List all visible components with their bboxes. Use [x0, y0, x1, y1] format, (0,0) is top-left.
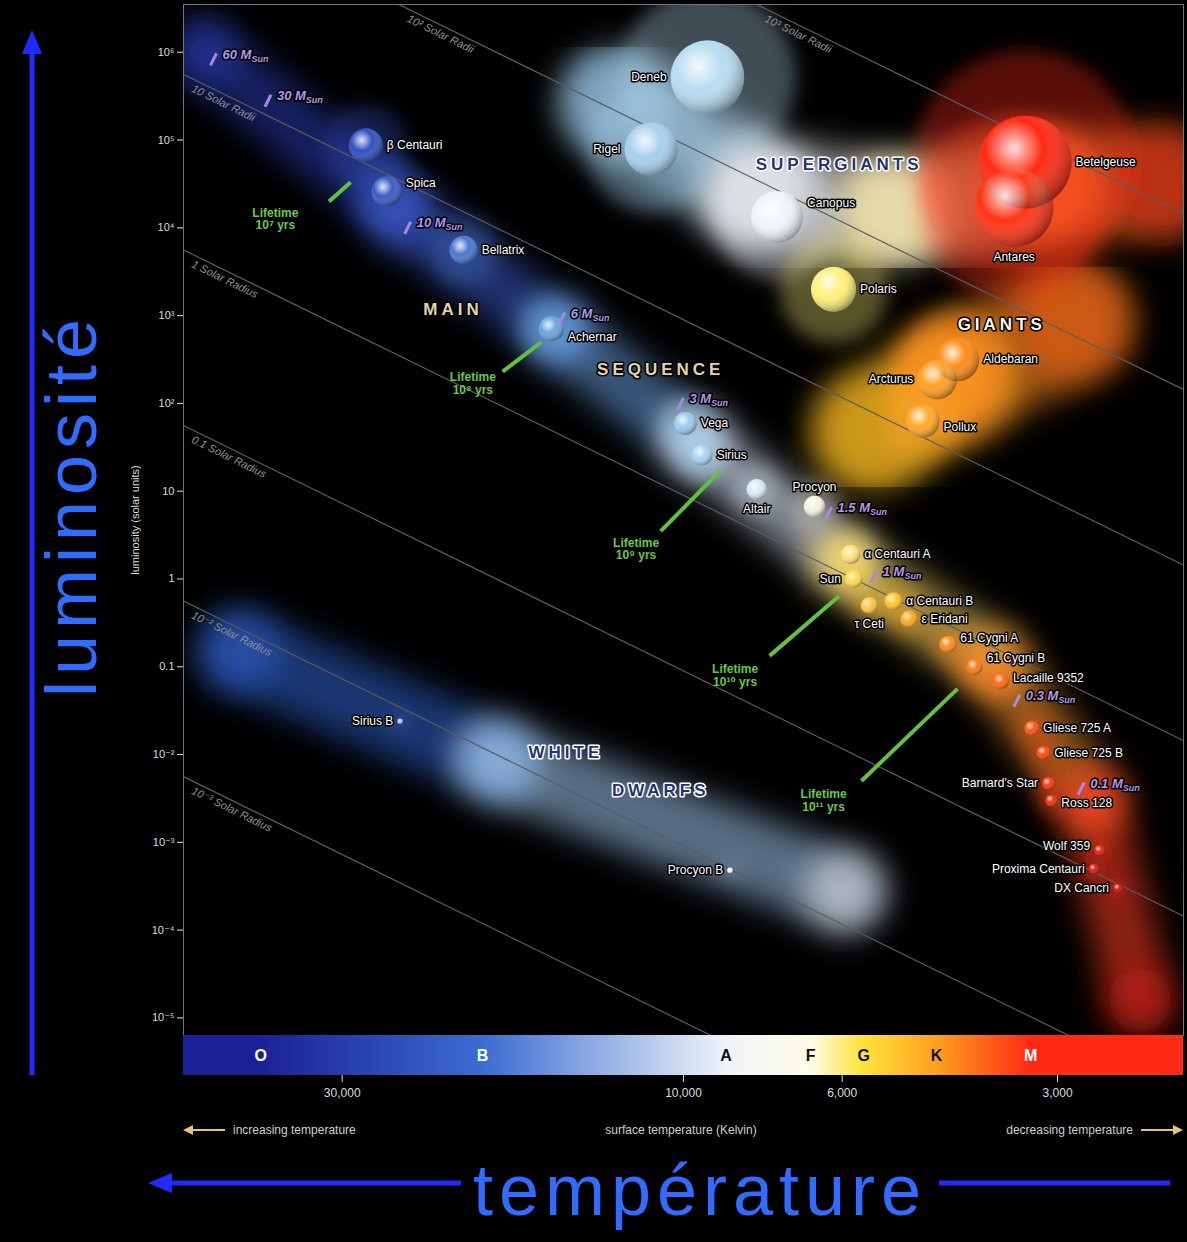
svg-text:Lifetime10¹⁰ yrs: Lifetime10¹⁰ yrs — [712, 662, 758, 689]
svg-text:DX Cancri: DX Cancri — [1054, 881, 1109, 895]
svg-text:τ Ceti: τ Ceti — [855, 617, 884, 631]
svg-text:Lifetime10⁸ yrs: Lifetime10⁸ yrs — [450, 370, 496, 397]
svg-text:10⁶: 10⁶ — [158, 46, 175, 58]
svg-text:Bellatrix: Bellatrix — [482, 243, 525, 257]
svg-text:1 MSun: 1 MSun — [883, 564, 922, 581]
svg-text:10³ Solar Radii: 10³ Solar Radii — [763, 12, 834, 55]
svg-text:1 Solar Radius: 1 Solar Radius — [190, 258, 261, 301]
svg-text:luminosité: luminosité — [31, 313, 111, 697]
svg-text:10⁵: 10⁵ — [158, 134, 175, 146]
svg-text:SUPERGIANTS: SUPERGIANTS — [756, 155, 923, 174]
svg-text:0.3 MSun: 0.3 MSun — [1026, 688, 1076, 705]
html-text:surface temperature (Kelvin): surface temperature (Kelvin) — [605, 1123, 757, 1137]
html-text:decreasing temperature: decreasing temperature — [1006, 1123, 1133, 1137]
svg-text:ε Eridani: ε Eridani — [922, 612, 968, 626]
svg-text:Achernar: Achernar — [568, 330, 617, 344]
svg-text:Lacaille 9352: Lacaille 9352 — [1013, 671, 1084, 685]
svg-text:6 MSun: 6 MSun — [571, 306, 610, 323]
svg-text:Canopus: Canopus — [807, 196, 855, 210]
svg-text:10⁻⁴: 10⁻⁴ — [152, 924, 175, 936]
svg-text:B: B — [477, 1047, 489, 1064]
svg-text:Pollux: Pollux — [944, 420, 977, 434]
svg-text:10: 10 — [162, 485, 174, 497]
svg-text:0.1 Solar Radius: 0.1 Solar Radius — [190, 433, 269, 480]
svg-text:Antares: Antares — [993, 250, 1034, 264]
svg-text:10⁻³: 10⁻³ — [153, 836, 175, 848]
svg-text:G: G — [857, 1047, 869, 1064]
svg-text:Lifetime10⁷ yrs: Lifetime10⁷ yrs — [252, 206, 298, 233]
svg-text:30 MSun: 30 MSun — [277, 88, 323, 105]
svg-text:0.1: 0.1 — [159, 660, 174, 672]
svg-text:Arcturus: Arcturus — [869, 372, 914, 386]
svg-text:10 Solar Radii: 10 Solar Radii — [190, 82, 258, 123]
svg-text:10³: 10³ — [159, 309, 175, 321]
svg-text:3,000: 3,000 — [1043, 1086, 1073, 1100]
svg-text:Lifetime10¹¹ yrs: Lifetime10¹¹ yrs — [801, 787, 847, 814]
svg-text:α Centauri A: α Centauri A — [864, 547, 930, 561]
svg-text:Spica: Spica — [406, 176, 436, 190]
svg-text:10 MSun: 10 MSun — [417, 215, 463, 232]
svg-text:Polaris: Polaris — [860, 282, 897, 296]
svg-text:Vega: Vega — [701, 416, 729, 430]
svg-text:Procyon B: Procyon B — [668, 863, 723, 877]
svg-text:A: A — [720, 1047, 732, 1064]
svg-text:10,000: 10,000 — [665, 1086, 702, 1100]
svg-text:WHITE: WHITE — [529, 743, 604, 762]
svg-text:F: F — [806, 1047, 816, 1064]
svg-text:10⁴: 10⁴ — [158, 221, 175, 233]
svg-text:O: O — [254, 1047, 266, 1064]
svg-text:10² Solar Radii: 10² Solar Radii — [405, 12, 476, 55]
svg-text:Sun: Sun — [819, 572, 840, 586]
svg-text:Sirius B: Sirius B — [352, 714, 393, 728]
svg-text:1.5 MSun: 1.5 MSun — [838, 500, 888, 517]
svg-text:Barnard's Star: Barnard's Star — [962, 776, 1038, 790]
svg-text:10⁻²: 10⁻² — [153, 748, 175, 760]
svg-text:MAIN: MAIN — [423, 300, 482, 319]
svg-text:3 MSun: 3 MSun — [689, 391, 728, 408]
svg-text:60 MSun: 60 MSun — [222, 47, 268, 64]
svg-text:0.1 MSun: 0.1 MSun — [1090, 776, 1140, 793]
svg-text:GIANTS: GIANTS — [958, 315, 1046, 334]
svg-text:Aldebaran: Aldebaran — [983, 352, 1038, 366]
svg-text:1: 1 — [168, 572, 174, 584]
svg-text:10⁻³ Solar Radius: 10⁻³ Solar Radius — [190, 784, 275, 834]
svg-text:température: température — [473, 1150, 927, 1230]
svg-text:10²: 10² — [159, 397, 175, 409]
svg-text:K: K — [931, 1047, 943, 1064]
svg-text:Gliese 725 A: Gliese 725 A — [1043, 721, 1111, 735]
svg-text:61 Cygni A: 61 Cygni A — [960, 631, 1018, 645]
svg-text:α Centauri B: α Centauri B — [906, 594, 973, 608]
svg-text:Rigel: Rigel — [593, 142, 620, 156]
svg-text:Deneb: Deneb — [631, 70, 667, 84]
svg-text:DWARFS: DWARFS — [612, 781, 710, 800]
svg-text:10⁻² Solar Radius: 10⁻² Solar Radius — [190, 609, 275, 659]
svg-text:Sirius: Sirius — [717, 448, 747, 462]
html-text:increasing temperature: increasing temperature — [233, 1123, 356, 1137]
svg-text:Betelgeuse: Betelgeuse — [1076, 155, 1136, 169]
svg-text:61 Cygni B: 61 Cygni B — [987, 651, 1046, 665]
svg-text:6,000: 6,000 — [827, 1086, 857, 1100]
svg-text:Proxima Centauri: Proxima Centauri — [992, 862, 1085, 876]
svg-text:β Centauri: β Centauri — [387, 138, 443, 152]
svg-text:Lifetime10⁹ yrs: Lifetime10⁹ yrs — [613, 536, 659, 563]
svg-text:30,000: 30,000 — [324, 1086, 361, 1100]
svg-text:Procyon: Procyon — [792, 480, 836, 494]
svg-text:luminosity (solar units): luminosity (solar units) — [129, 465, 141, 574]
svg-text:Wolf 359: Wolf 359 — [1043, 839, 1090, 853]
svg-text:Altair: Altair — [743, 502, 770, 516]
svg-text:Gliese 725 B: Gliese 725 B — [1054, 746, 1123, 760]
svg-text:M: M — [1024, 1047, 1037, 1064]
svg-text:Ross 128: Ross 128 — [1061, 796, 1112, 810]
svg-text:10⁻⁵: 10⁻⁵ — [152, 1011, 175, 1023]
svg-text:SEQUENCE: SEQUENCE — [597, 360, 724, 379]
